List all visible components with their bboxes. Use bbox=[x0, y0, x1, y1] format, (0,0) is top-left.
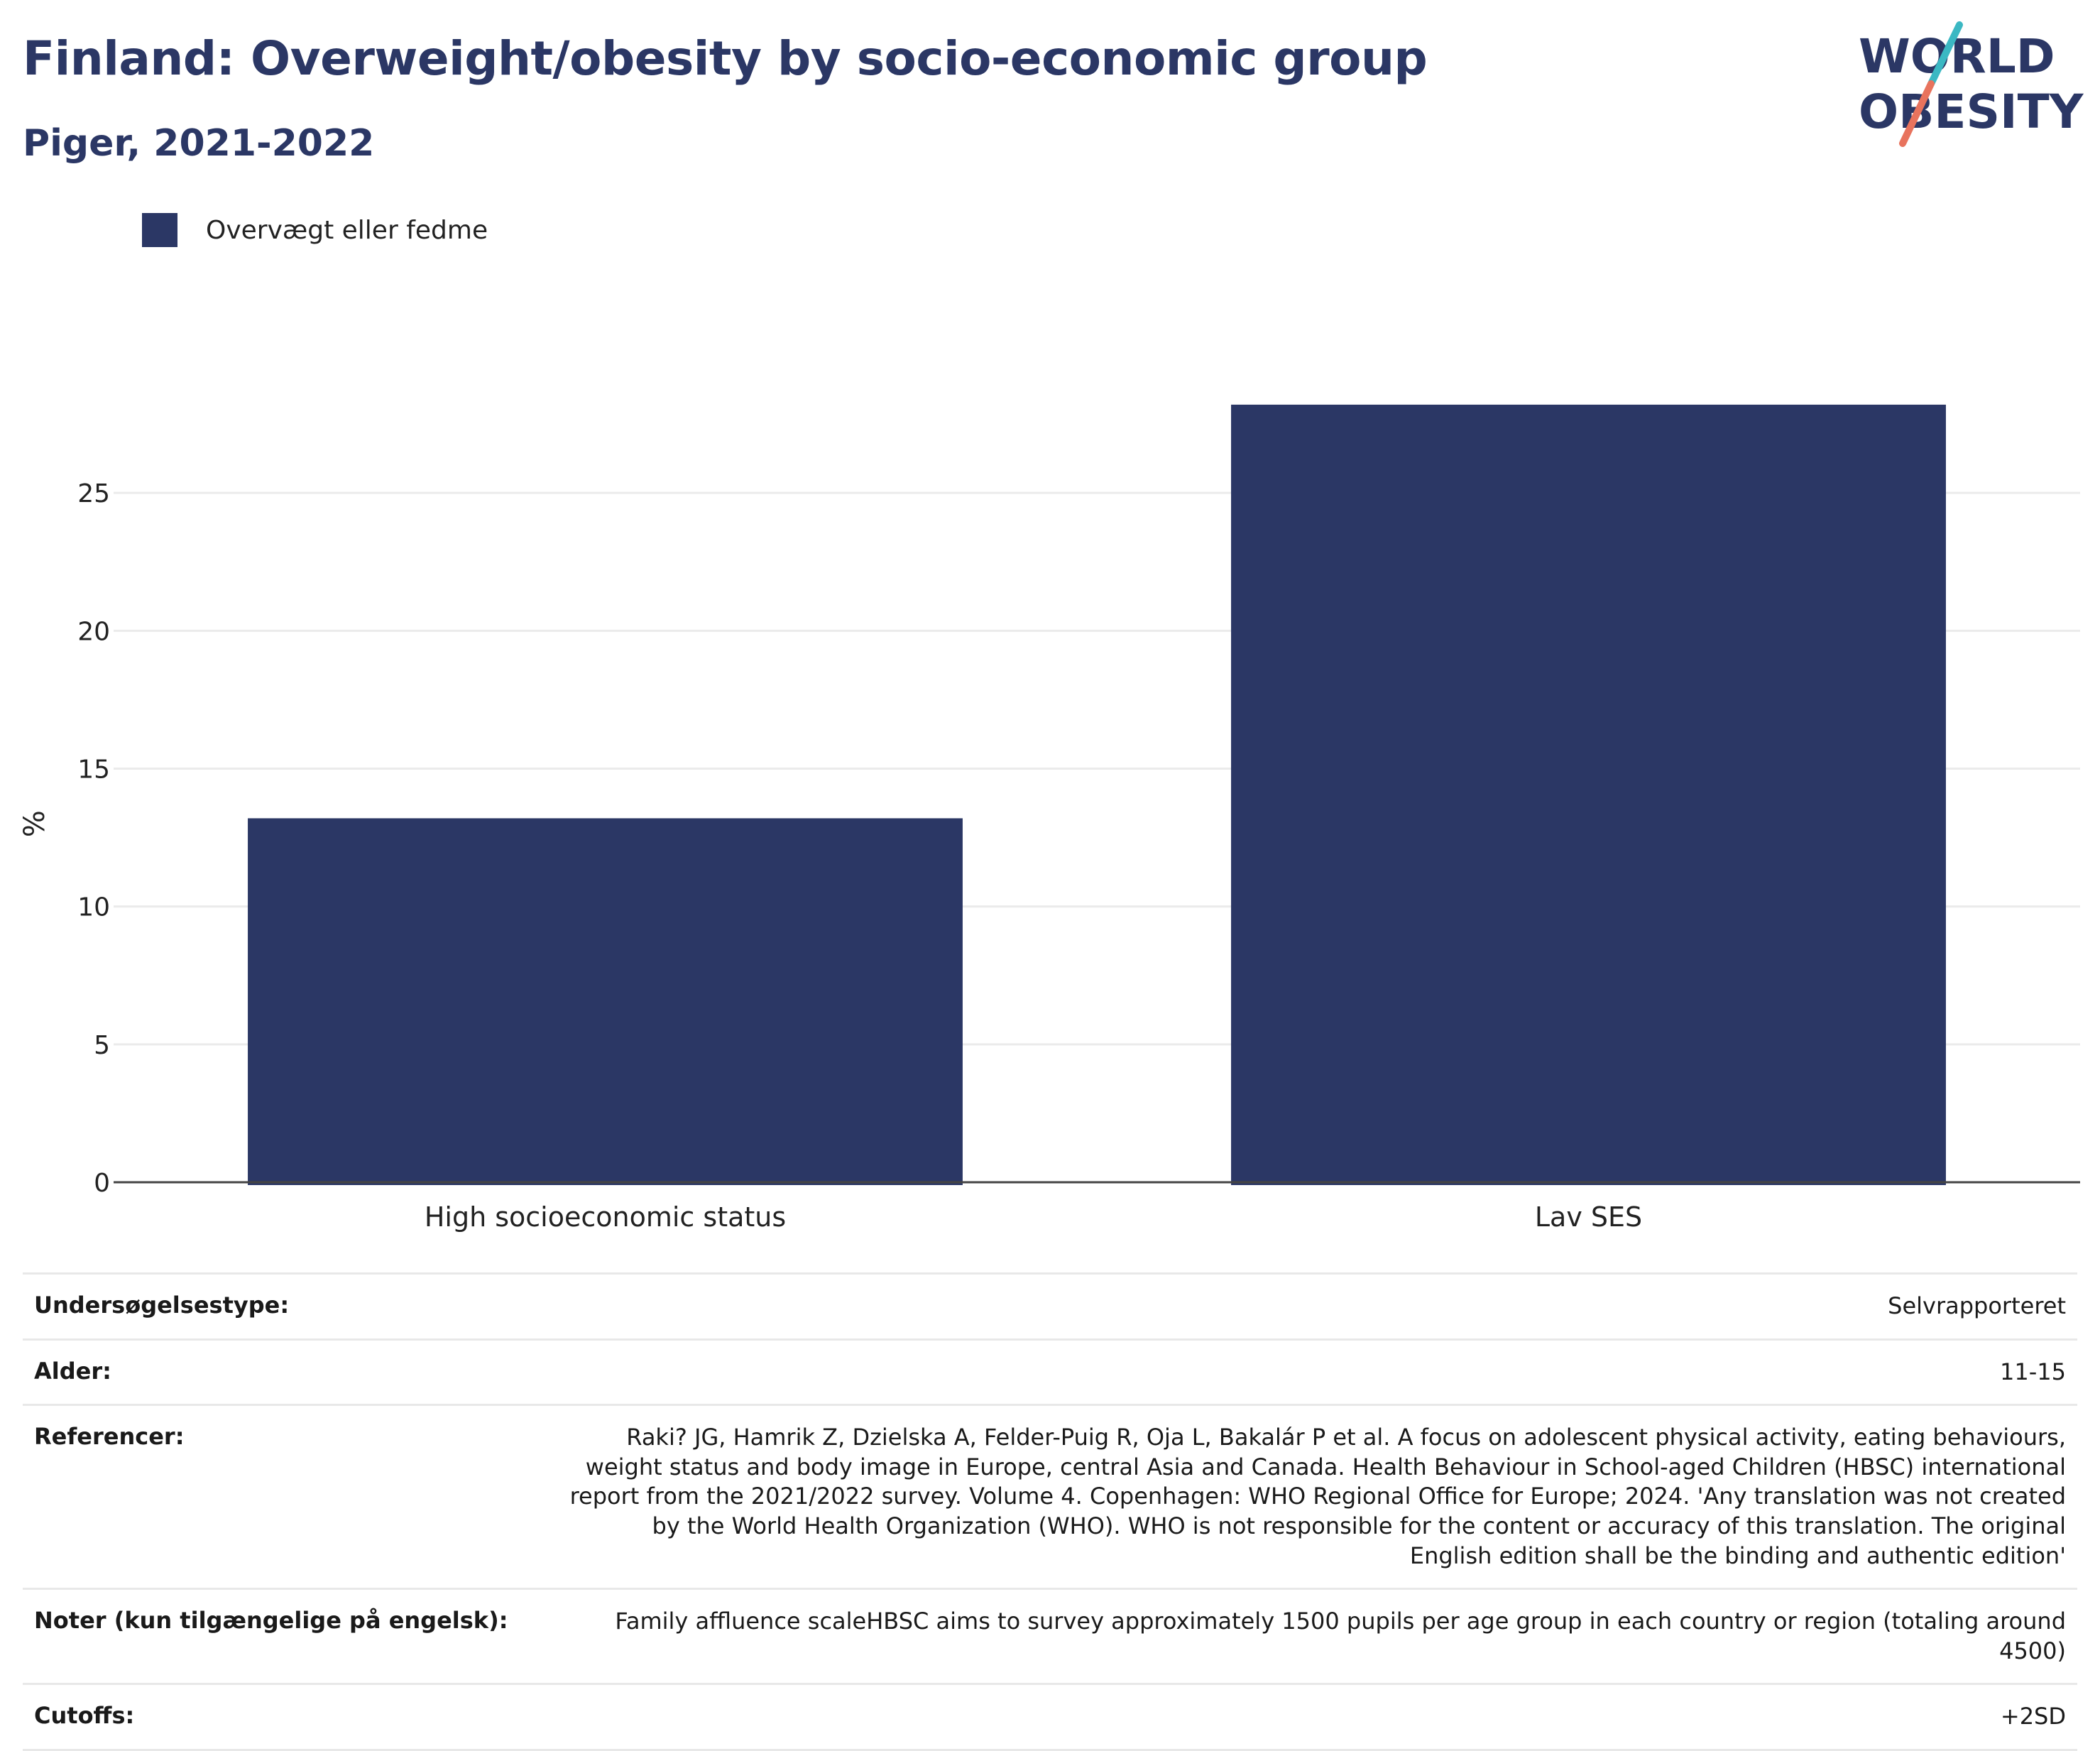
legend-swatch bbox=[142, 213, 177, 247]
logo-slash-bottom bbox=[1899, 80, 1935, 147]
info-row-age: Alder: 11-15 bbox=[23, 1338, 2077, 1405]
info-row-survey-type: Undersøgelsestype: Selvrapporteret bbox=[23, 1272, 2077, 1340]
info-label: Undersøgelsestype: bbox=[23, 1272, 557, 1340]
y-tick-label: 25 bbox=[77, 479, 110, 508]
legend-label: Overvægt eller fedme bbox=[206, 215, 488, 245]
info-label: Cutoffs: bbox=[23, 1683, 557, 1751]
y-axis-label: % bbox=[18, 810, 51, 837]
info-value: Family affluence scaleHBSC aims to surve… bbox=[557, 1588, 2077, 1684]
info-row-cutoffs: Cutoffs: +2SD bbox=[23, 1683, 2077, 1751]
y-tick-label: 15 bbox=[77, 756, 110, 785]
logo-slash-top bbox=[1927, 21, 1963, 87]
legend: Overvægt eller fedme bbox=[142, 213, 488, 247]
info-value: Raki? JG, Hamrik Z, Dzielska A, Felder-P… bbox=[557, 1404, 2077, 1589]
x-tick-label: Lav SES bbox=[1535, 1201, 1642, 1233]
info-label: Noter (kun tilgængelige på engelsk): bbox=[23, 1588, 557, 1684]
info-value: Selvrapporteret bbox=[557, 1272, 2077, 1340]
chart-title: Finland: Overweight/obesity by socio-eco… bbox=[23, 31, 1428, 86]
info-value: 11-15 bbox=[557, 1338, 2077, 1405]
y-tick-label: 0 bbox=[94, 1169, 110, 1198]
y-tick-label: 5 bbox=[94, 1031, 110, 1060]
info-label: Referencer: bbox=[23, 1404, 557, 1589]
bar bbox=[248, 818, 963, 1185]
y-tick-label: 10 bbox=[77, 893, 110, 922]
bar bbox=[1231, 404, 1946, 1185]
info-value: +2SD bbox=[557, 1683, 2077, 1751]
bar-chart: 0 5 10 15 20 25 High socioeconomic status Lav S… bbox=[18, 404, 2080, 1233]
info-label: Alder: bbox=[23, 1338, 557, 1405]
world-obesity-logo: WORLD OBESITY bbox=[1859, 21, 2084, 147]
x-tick-label: High socioeconomic status bbox=[425, 1201, 786, 1233]
info-row-notes: Noter (kun tilgængelige på engelsk): Fam… bbox=[23, 1588, 2077, 1684]
info-row-references: Referencer: Raki? JG, Hamrik Z, Dzielska… bbox=[23, 1404, 2077, 1589]
logo-line-2: OBESITY bbox=[1859, 84, 2084, 139]
chart-subtitle: Piger, 2021-2022 bbox=[23, 122, 375, 165]
info-table: Undersøgelsestype: Selvrapporteret Alder… bbox=[23, 1272, 2077, 1751]
y-tick-label: 20 bbox=[77, 617, 110, 646]
